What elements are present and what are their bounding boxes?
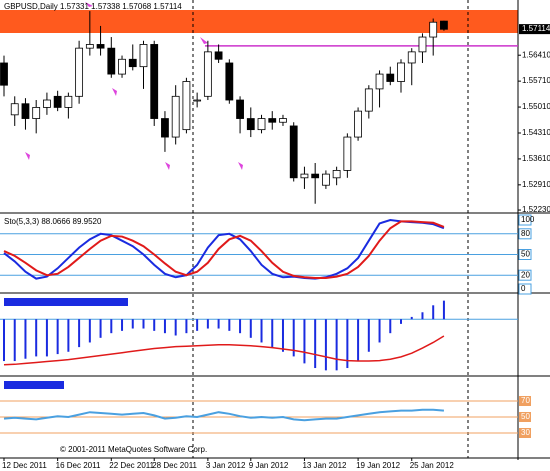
candle-body	[171, 95, 180, 138]
candle-body	[236, 99, 244, 119]
y-tick-label: 1.55710	[522, 76, 550, 85]
candle-body	[32, 107, 41, 119]
y-tick-label: 80	[521, 229, 530, 238]
level-label-box	[518, 249, 532, 260]
x-tick-label: 13 Jan 2012	[302, 461, 347, 470]
candle-body	[64, 95, 73, 108]
highlight-zone	[0, 10, 518, 33]
current-price-box	[519, 24, 550, 35]
chart-title: GBPUSD,Daily 1.57331 1.57338 1.57068 1.5…	[4, 2, 182, 11]
level-label-box	[518, 269, 532, 281]
level-label-box	[518, 228, 532, 240]
candle-body	[246, 118, 255, 131]
y-tick-label: 1.52910	[522, 180, 550, 189]
candle-body	[364, 88, 373, 112]
level-label-box	[519, 396, 531, 406]
candle-body	[440, 20, 448, 30]
indicator-line	[3, 220, 445, 279]
candle-body	[279, 118, 287, 123]
candle-body	[0, 62, 8, 86]
y-tick-label: 50	[521, 250, 530, 259]
candle-body	[10, 103, 19, 116]
candle-body	[311, 173, 320, 179]
candle-body	[386, 73, 395, 82]
y-tick-label: 30	[521, 428, 530, 437]
level-label-box	[519, 412, 531, 422]
y-tick-label: 1.56410	[522, 50, 550, 59]
candle-body	[139, 44, 148, 68]
indicator-title: Sto(5,3,3) 88.0666 89.9520	[4, 217, 102, 226]
candle-body	[214, 51, 223, 60]
candle-body	[203, 51, 212, 97]
x-tick-label: 12 Dec 2011	[2, 461, 47, 470]
x-tick-label: 22 Dec 2011	[109, 461, 154, 470]
candle-body	[96, 44, 105, 49]
x-tick-label: 16 Dec 2011	[56, 461, 101, 470]
y-tick-label: 50	[521, 412, 530, 421]
candle-body	[225, 62, 234, 101]
current-price-label: 1.57114	[522, 24, 550, 33]
candle-body	[397, 62, 405, 82]
indicator-label-box	[4, 298, 128, 306]
candle-body	[107, 47, 116, 75]
candle-body	[182, 81, 191, 131]
candle-body	[332, 169, 341, 179]
candle-body	[53, 95, 62, 108]
y-tick-label: 1.52230	[522, 205, 550, 214]
x-tick-label: 3 Jan 2012	[206, 461, 246, 470]
candle-body	[354, 110, 362, 138]
candle-body	[300, 173, 309, 179]
candle-body	[128, 58, 137, 68]
candle-body	[257, 118, 266, 131]
indicator-line	[3, 218, 445, 280]
candle-body	[85, 44, 94, 49]
x-tick-label: 19 Jan 2012	[356, 461, 401, 470]
candle-body	[375, 73, 384, 90]
x-tick-label: 28 Dec 2011	[152, 461, 197, 470]
x-tick-label: 25 Jan 2012	[410, 461, 455, 470]
candle-body	[193, 99, 202, 102]
y-tick-label: 100	[521, 215, 535, 224]
fractal-arrows	[25, 2, 243, 170]
candle-body	[321, 173, 330, 186]
y-tick-label: 1.55010	[522, 102, 550, 111]
x-tick-label: 9 Jan 2012	[249, 461, 289, 470]
candle-body	[150, 44, 159, 119]
candle-body	[21, 103, 30, 119]
copyright: © 2001-2011 MetaQuotes Software Corp.	[60, 445, 207, 454]
y-tick-label: 1.53610	[522, 154, 550, 163]
y-tick-label: 1.54310	[522, 128, 550, 137]
candle-body	[161, 118, 169, 138]
candle-body	[429, 21, 438, 38]
y-tick-label: 70	[521, 396, 530, 405]
signal-line	[3, 335, 445, 366]
candle-body	[268, 118, 277, 123]
candle-body	[75, 47, 84, 97]
y-tick-label: 20	[521, 270, 530, 279]
candle-body	[343, 136, 352, 171]
y-tick-label: 0	[521, 284, 526, 293]
indicator-label-box	[4, 381, 64, 389]
candle-body	[418, 36, 427, 53]
level-label-box	[518, 214, 532, 226]
candle-body	[407, 51, 416, 64]
candle-body	[43, 99, 51, 108]
level-label-box	[519, 428, 531, 438]
candle-body	[289, 125, 298, 179]
candle-body	[118, 58, 126, 75]
indicator-line	[3, 408, 445, 422]
level-label-box	[518, 283, 532, 295]
